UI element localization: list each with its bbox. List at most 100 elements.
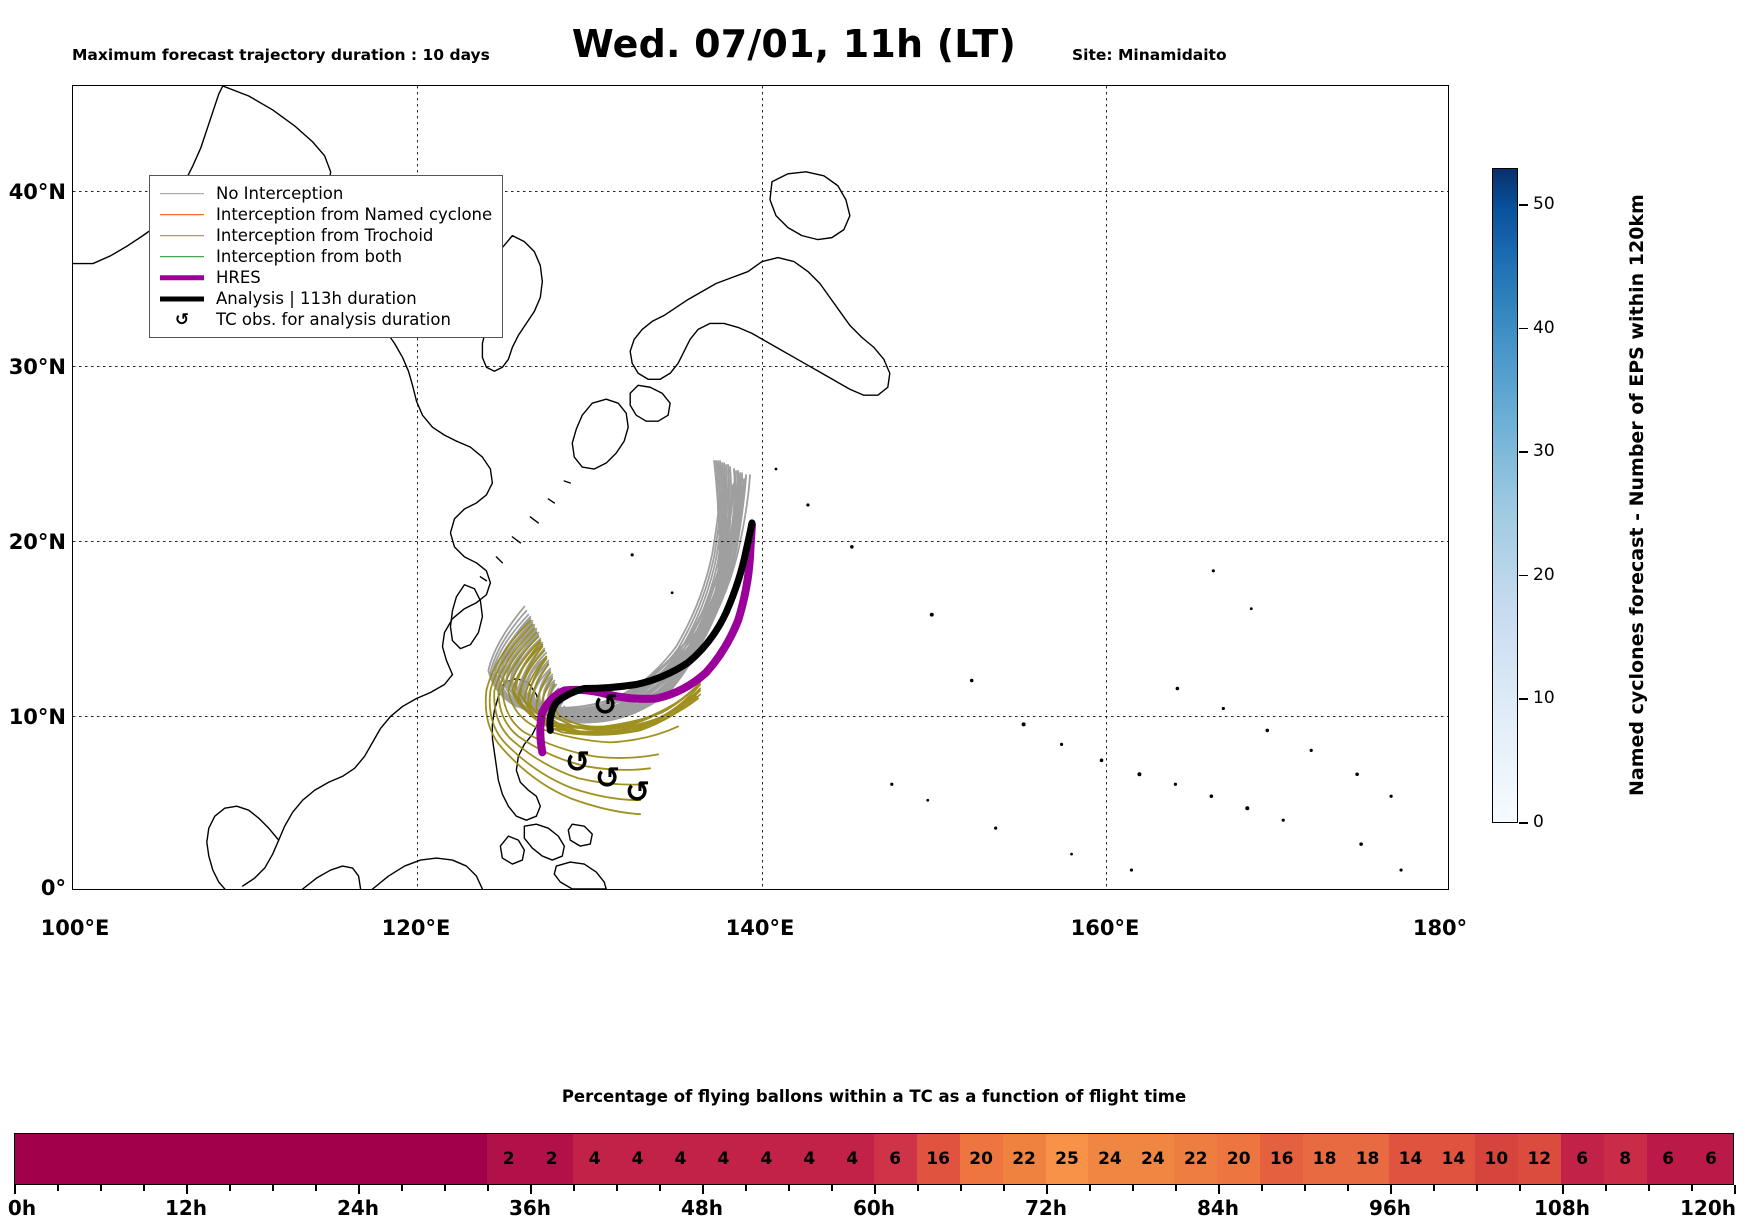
axis-label-lat-40: 40°N bbox=[8, 179, 66, 204]
percentage-bar-tick-label: 48h bbox=[680, 1196, 724, 1220]
page-title-text: Wed. 07/01, 11h (LT) bbox=[571, 22, 1017, 66]
colorbar-tick bbox=[1519, 327, 1528, 330]
percentage-bar-segment: 4 bbox=[702, 1134, 745, 1184]
percentage-bar-segment: 22 bbox=[1002, 1134, 1046, 1184]
legend-label: TC obs. for analysis duration bbox=[216, 310, 451, 329]
legend-item-analysis[interactable]: Analysis | 113h duration bbox=[158, 288, 492, 309]
percentage-bar-segment: 8 bbox=[1603, 1134, 1647, 1184]
percentage-bar-segment: 4 bbox=[787, 1134, 831, 1184]
axis-label-lat-10: 10°N bbox=[8, 704, 66, 729]
percentage-bar-minor-tick bbox=[315, 1185, 317, 1191]
percentage-bar-segment: 16 bbox=[1260, 1134, 1304, 1184]
percentage-bar-tick-label: 36h bbox=[508, 1196, 552, 1220]
header-left-line-0: Maximum forecast trajectory duration : 1… bbox=[72, 46, 490, 65]
legend-line-swatch bbox=[158, 229, 206, 243]
colorbar-tick bbox=[1519, 204, 1528, 206]
percentage-bar-minor-tick bbox=[1261, 1185, 1263, 1191]
percentage-bar-minor-tick bbox=[143, 1185, 145, 1191]
axis-label-lat-0: 0° bbox=[40, 876, 66, 900]
percentage-bar-segment: 16 bbox=[916, 1134, 960, 1184]
percentage-bar-minor-tick bbox=[788, 1185, 790, 1191]
percentage-bar-segment: 12 bbox=[1517, 1134, 1561, 1184]
percentage-bar-tick bbox=[702, 1185, 704, 1194]
percentage-bar-minor-tick bbox=[573, 1185, 575, 1191]
map-panel: ↺ ↺ ↺ ↺ No Interception Interception fro… bbox=[72, 85, 1449, 890]
percentage-bar-minor-tick bbox=[1476, 1185, 1478, 1191]
page-title: Wed. 07/01, 11h (LT) bbox=[0, 22, 1748, 66]
percentage-bar-segment: 2 bbox=[530, 1134, 574, 1184]
tc-obs-marker: ↺ bbox=[595, 761, 621, 796]
percentage-bar-minor-tick bbox=[100, 1185, 102, 1191]
percentage-bar-segment: 22 bbox=[1174, 1134, 1218, 1184]
percentage-bar-minor-tick bbox=[1433, 1185, 1435, 1191]
legend-item-no-interception[interactable]: No Interception bbox=[158, 183, 492, 204]
colorbar-tick-label-0: 0 bbox=[1533, 812, 1544, 832]
percentage-bar-minor-tick bbox=[745, 1185, 747, 1191]
tc-obs-marker: ↺ bbox=[625, 775, 651, 810]
percentage-bar-minor-tick bbox=[1347, 1185, 1349, 1191]
legend-item-tc-obs[interactable]: ↺ TC obs. for analysis duration bbox=[158, 309, 492, 330]
percentage-bar-minor-tick bbox=[1175, 1185, 1177, 1191]
axis-label-lat-20: 20°N bbox=[8, 529, 66, 554]
legend-line-swatch bbox=[158, 187, 206, 201]
percentage-bar-minor-tick bbox=[1132, 1185, 1134, 1191]
percentage-bar-minor-tick bbox=[1691, 1185, 1693, 1191]
percentage-bar-segment: 4 bbox=[573, 1134, 617, 1184]
percentage-bar-minor-tick bbox=[272, 1185, 274, 1191]
legend-label: HRES bbox=[216, 268, 261, 287]
percentage-bar-segment: 14 bbox=[1389, 1134, 1432, 1184]
percentage-bar-minor-tick bbox=[659, 1185, 661, 1191]
colorbar-tick bbox=[1519, 451, 1528, 453]
map-legend: No Interception Interception from Named … bbox=[149, 175, 504, 338]
percentage-bar-segment bbox=[15, 1134, 58, 1184]
legend-item-both[interactable]: Interception from both bbox=[158, 246, 492, 267]
axis-label-lon-100: 100°E bbox=[40, 916, 110, 940]
percentage-bar-segment: 25 bbox=[1045, 1134, 1089, 1184]
percentage-bar-tick bbox=[874, 1185, 876, 1194]
legend-label: Analysis | 113h duration bbox=[216, 289, 417, 308]
colorbar-tick-label-30: 30 bbox=[1533, 441, 1555, 462]
legend-label: Interception from both bbox=[216, 247, 403, 266]
map-coastlines bbox=[73, 86, 1403, 889]
legend-item-hres[interactable]: HRES bbox=[158, 267, 492, 288]
gridline-lat-20 bbox=[73, 540, 1448, 542]
analysis-track bbox=[546, 519, 756, 734]
percentage-bar-segment: 4 bbox=[744, 1134, 788, 1184]
legend-item-trochoid[interactable]: Interception from Trochoid bbox=[158, 225, 492, 246]
cyclone-icon: ↺ bbox=[174, 309, 190, 330]
colorbar-title: Named cyclones forecast - Number of EPS … bbox=[1626, 194, 1648, 796]
percentage-bar-minor-tick bbox=[1304, 1185, 1306, 1191]
percentage-bar-title: Percentage of flying ballons within a TC… bbox=[561, 1087, 1187, 1106]
percentage-bar-segment bbox=[229, 1134, 273, 1184]
tc-obs-marker: ↺ bbox=[565, 745, 591, 780]
percentage-bar-tick bbox=[186, 1185, 188, 1194]
percentage-bar-segment bbox=[186, 1134, 230, 1184]
percentage-bar-tick-label: 96h bbox=[1368, 1196, 1412, 1220]
percentage-bar-segment: 14 bbox=[1431, 1134, 1475, 1184]
percentage-bar-segment: 24 bbox=[1088, 1134, 1132, 1184]
legend-line-swatch bbox=[158, 292, 206, 306]
percentage-bar-minor-tick bbox=[57, 1185, 59, 1191]
percentage-bar-segment bbox=[143, 1134, 187, 1184]
tc-obs-marker: ↺ bbox=[593, 688, 619, 723]
axis-label-lat-30: 30°N bbox=[8, 354, 66, 379]
percentage-bar-minor-tick bbox=[917, 1185, 919, 1191]
percentage-bar-tick-label: 84h bbox=[1196, 1196, 1240, 1220]
percentage-bar-segment bbox=[358, 1134, 402, 1184]
colorbar-tick bbox=[1519, 698, 1528, 700]
percentage-bar-minor-tick bbox=[831, 1185, 833, 1191]
colorbar-tick-label-20: 20 bbox=[1533, 564, 1555, 585]
percentage-bar-minor-tick bbox=[1605, 1185, 1607, 1191]
percentage-bar-segment: 20 bbox=[1217, 1134, 1261, 1184]
legend-item-named-cyclone[interactable]: Interception from Named cyclone bbox=[158, 204, 492, 225]
percentage-bar-segment: 18 bbox=[1346, 1134, 1389, 1184]
percentage-bar-tick bbox=[1218, 1185, 1220, 1194]
percentage-bar-segment: 6 bbox=[1646, 1134, 1690, 1184]
percentage-bar-segment: 2 bbox=[487, 1134, 531, 1184]
percentage-bar-segment: 6 bbox=[1689, 1134, 1733, 1184]
percentage-bar-tick bbox=[530, 1185, 532, 1194]
percentage-bar-minor-tick bbox=[487, 1185, 489, 1191]
axis-label-lon-120: 120°E bbox=[381, 916, 451, 940]
colorbar-tick-label-50: 50 bbox=[1533, 194, 1555, 214]
gridline-lon-120 bbox=[417, 86, 419, 889]
